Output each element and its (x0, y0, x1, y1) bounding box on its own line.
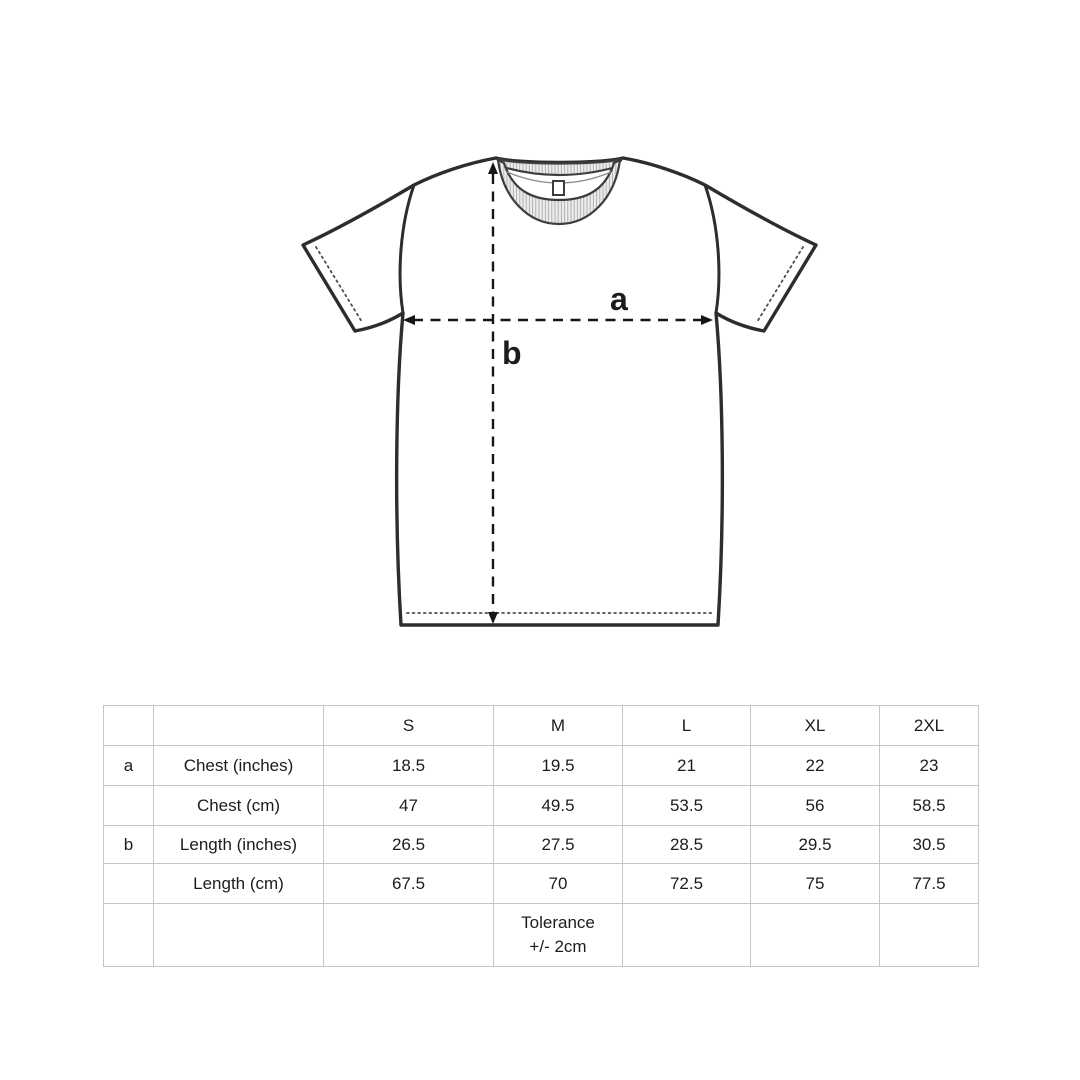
left-armhole-seam (398, 183, 416, 315)
empty-cell (622, 903, 751, 967)
corner-cell (153, 705, 324, 746)
size-col-header: S (323, 705, 494, 746)
size-value: 56 (750, 785, 880, 826)
size-value: 70 (493, 863, 623, 904)
arrowhead-down-icon (488, 612, 498, 624)
tshirt-diagram: a b (301, 156, 818, 627)
row-label: Length (cm) (153, 863, 324, 904)
size-value: 30.5 (879, 825, 979, 864)
size-col-header: L (622, 705, 751, 746)
arrowhead-left-icon (403, 315, 415, 325)
size-value: 53.5 (622, 785, 751, 826)
left-cuff-stitch (315, 246, 363, 323)
empty-cell (103, 903, 154, 967)
empty-cell (323, 903, 494, 967)
size-value: 22 (750, 745, 880, 786)
row-label: Chest (cm) (153, 785, 324, 826)
size-value: 26.5 (323, 825, 494, 864)
tolerance-cell: Tolerance +/- 2cm (493, 903, 623, 967)
size-value: 18.5 (323, 745, 494, 786)
neck-label-tag (552, 180, 565, 196)
size-value: 23 (879, 745, 979, 786)
size-value: 77.5 (879, 863, 979, 904)
row-marker: b (103, 825, 154, 864)
size-value: 29.5 (750, 825, 880, 864)
corner-cell (103, 705, 154, 746)
size-value: 28.5 (622, 825, 751, 864)
right-armhole-seam (703, 183, 721, 315)
size-table: S M L XL 2XL a Chest (inches) 18.5 19.5 … (103, 705, 979, 967)
table-row-chest-cm: Chest (cm) 47 49.5 53.5 56 58.5 (103, 785, 979, 826)
right-cuff-stitch (756, 246, 804, 323)
table-row-chest-inches: a Chest (inches) 18.5 19.5 21 22 23 (103, 745, 979, 786)
tolerance-row: Tolerance +/- 2cm (103, 903, 979, 967)
table-row-length-cm: Length (cm) 67.5 70 72.5 75 77.5 (103, 863, 979, 904)
empty-cell (879, 903, 979, 967)
row-marker (103, 785, 154, 826)
size-value: 58.5 (879, 785, 979, 826)
tolerance-line2: +/- 2cm (529, 937, 587, 956)
size-col-header: 2XL (879, 705, 979, 746)
size-value: 75 (750, 863, 880, 904)
row-label: Length (inches) (153, 825, 324, 864)
table-header-row: S M L XL 2XL (103, 705, 979, 746)
size-value: 21 (622, 745, 751, 786)
size-col-header: M (493, 705, 623, 746)
size-value: 19.5 (493, 745, 623, 786)
size-col-header: XL (750, 705, 880, 746)
tshirt-body-outline (301, 156, 818, 627)
size-value: 72.5 (622, 863, 751, 904)
collar-front-band (496, 158, 622, 226)
measurement-label-b: b (502, 335, 522, 371)
empty-cell (750, 903, 880, 967)
size-value: 27.5 (493, 825, 623, 864)
tolerance-line1: Tolerance (521, 913, 595, 932)
arrowhead-right-icon (701, 315, 713, 325)
size-value: 67.5 (323, 863, 494, 904)
row-marker (103, 863, 154, 904)
row-marker: a (103, 745, 154, 786)
size-value: 47 (323, 785, 494, 826)
arrowhead-up-icon (488, 162, 498, 174)
measurement-label-a: a (610, 281, 628, 317)
size-value: 49.5 (493, 785, 623, 826)
empty-cell (153, 903, 324, 967)
row-label: Chest (inches) (153, 745, 324, 786)
table-row-length-inches: b Length (inches) 26.5 27.5 28.5 29.5 30… (103, 825, 979, 864)
